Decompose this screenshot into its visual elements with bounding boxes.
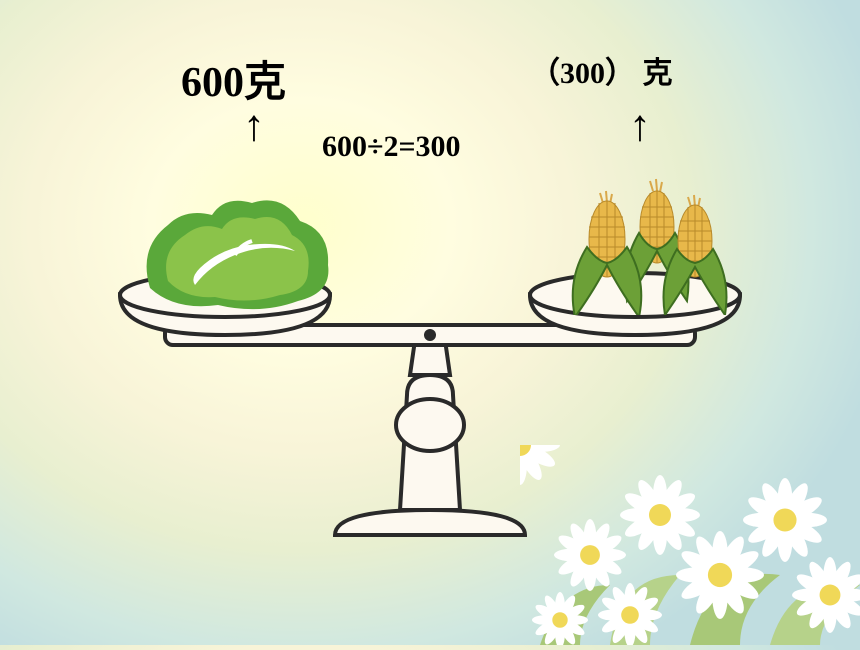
- left-weight-label: 600克: [181, 48, 286, 109]
- arrow-left-icon: ↑: [243, 104, 265, 148]
- slide: 600克 （300） 克 600÷2=300 ↑ ↑: [0, 0, 860, 645]
- arrow-right-icon: ↑: [629, 104, 651, 148]
- corn-icon: [553, 175, 743, 315]
- right-weight-label: （300） 克: [530, 48, 673, 93]
- daisies-decoration: [520, 445, 860, 645]
- cabbage-icon: [140, 193, 340, 313]
- equation-text: 600÷2=300: [322, 130, 461, 164]
